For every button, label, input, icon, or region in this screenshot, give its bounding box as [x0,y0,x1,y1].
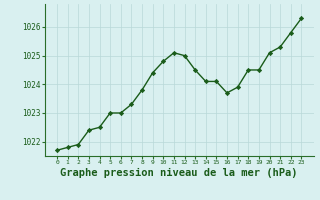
X-axis label: Graphe pression niveau de la mer (hPa): Graphe pression niveau de la mer (hPa) [60,168,298,178]
